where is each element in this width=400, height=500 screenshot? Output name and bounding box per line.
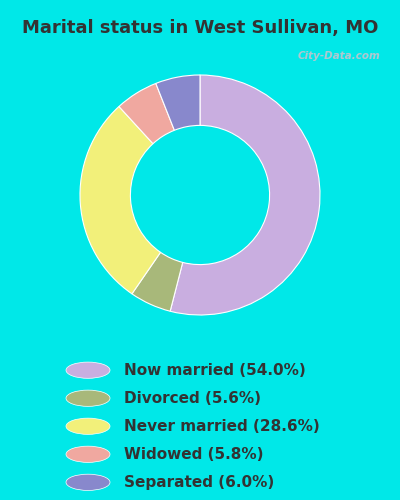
Text: Separated (6.0%): Separated (6.0%) bbox=[124, 475, 274, 490]
Wedge shape bbox=[132, 252, 183, 311]
Wedge shape bbox=[156, 75, 200, 130]
Wedge shape bbox=[80, 106, 160, 294]
Circle shape bbox=[66, 362, 110, 378]
Wedge shape bbox=[170, 75, 320, 315]
Text: Marital status in West Sullivan, MO: Marital status in West Sullivan, MO bbox=[22, 19, 378, 37]
Text: Widowed (5.8%): Widowed (5.8%) bbox=[124, 447, 264, 462]
Wedge shape bbox=[119, 84, 174, 144]
Circle shape bbox=[66, 390, 110, 406]
Text: Now married (54.0%): Now married (54.0%) bbox=[124, 362, 306, 378]
Circle shape bbox=[66, 474, 110, 490]
Circle shape bbox=[66, 418, 110, 434]
Text: Divorced (5.6%): Divorced (5.6%) bbox=[124, 390, 261, 406]
Text: City-Data.com: City-Data.com bbox=[298, 51, 380, 61]
Circle shape bbox=[66, 446, 110, 462]
Text: Never married (28.6%): Never married (28.6%) bbox=[124, 419, 320, 434]
